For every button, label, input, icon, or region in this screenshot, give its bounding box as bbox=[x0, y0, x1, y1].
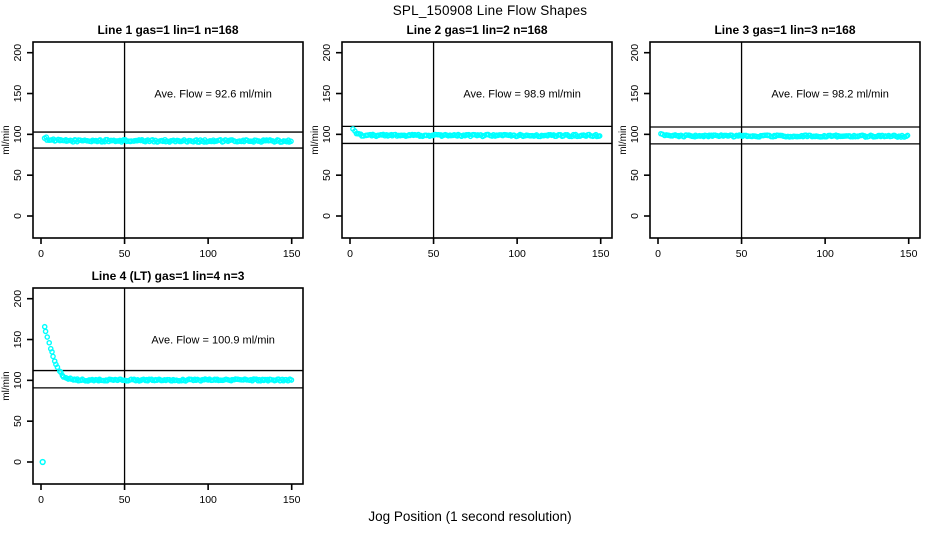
y-tick-label: 0 bbox=[629, 213, 641, 219]
x-tick-label: 50 bbox=[736, 248, 748, 260]
x-tick-label: 100 bbox=[816, 248, 834, 260]
x-tick-label: 0 bbox=[38, 494, 44, 506]
y-tick-label: 0 bbox=[12, 459, 24, 465]
panel-1-plot: 0 50 100 150 200 0 50 100 150 ml/min Ave. Flow = 9… bbox=[1, 41, 304, 260]
y-tick-label: 150 bbox=[12, 331, 24, 349]
panel-line-2: Line 2 gas=1 lin=2 n=168 0 50 100 150 200 0 50… bbox=[309, 20, 627, 268]
data-point bbox=[44, 334, 51, 340]
panel-4-title: Line 4 (LT) gas=1 lin=4 n=3 bbox=[91, 269, 245, 283]
y-tick-label: 50 bbox=[12, 415, 24, 427]
data-point bbox=[904, 132, 911, 139]
x-tick-label: 150 bbox=[900, 248, 918, 260]
plot-frame bbox=[32, 41, 304, 239]
y-tick-label: 50 bbox=[321, 169, 333, 181]
data-point bbox=[288, 377, 295, 383]
x-tick-label: 150 bbox=[283, 494, 301, 506]
plot-frame bbox=[32, 287, 304, 485]
panel-3-title: Line 3 gas=1 lin=3 n=168 bbox=[714, 23, 856, 37]
data-point bbox=[288, 138, 294, 145]
data-point bbox=[43, 134, 50, 141]
y-tick-label: 100 bbox=[12, 125, 24, 143]
x-tick-label: 50 bbox=[119, 494, 131, 506]
y-tick-label: 200 bbox=[321, 44, 333, 62]
y-tick-label: 150 bbox=[629, 85, 641, 103]
y-tick-label: 150 bbox=[12, 85, 24, 103]
x-axis-label: Jog Position (1 second resolution) bbox=[368, 509, 572, 524]
ave-flow-annotation: Ave. Flow = 98.9 ml/min bbox=[463, 89, 580, 101]
data-point bbox=[54, 364, 61, 371]
panel-4-plot: 0 50 100 150 200 0 50 100 150 ml/min Ave. Flow = 1… bbox=[1, 287, 304, 506]
ave-flow-annotation: Ave. Flow = 100.9 ml/min bbox=[151, 335, 275, 347]
y-tick-label: 100 bbox=[629, 125, 641, 143]
outlier-point bbox=[39, 458, 46, 466]
data-point bbox=[596, 133, 603, 139]
x-tick-label: 150 bbox=[592, 248, 610, 260]
y-tick-label: 200 bbox=[629, 44, 641, 62]
y-tick-label: 100 bbox=[321, 125, 333, 143]
data-point bbox=[432, 131, 439, 138]
x-tick-label: 0 bbox=[347, 248, 353, 260]
panel-2-title: Line 2 gas=1 lin=2 n=168 bbox=[406, 23, 548, 37]
x-tick-label: 100 bbox=[508, 248, 526, 260]
y-axis-title: ml/min bbox=[618, 125, 629, 154]
y-axis-title: ml/min bbox=[310, 125, 321, 154]
data-point bbox=[49, 349, 55, 355]
y-axis-title: ml/min bbox=[1, 371, 12, 400]
panel-line-1: Line 1 gas=1 lin=1 n=168 0 50 100 150 200 0 50… bbox=[0, 20, 318, 268]
data-point bbox=[423, 132, 430, 139]
x-tick-label: 100 bbox=[199, 494, 217, 506]
data-point bbox=[128, 138, 134, 144]
plot-frame bbox=[649, 41, 921, 239]
y-tick-label: 0 bbox=[12, 213, 24, 219]
y-tick-label: 200 bbox=[12, 44, 24, 62]
x-tick-label: 0 bbox=[655, 248, 661, 260]
main-title: SPL_150908 Line Flow Shapes bbox=[392, 3, 588, 18]
y-tick-label: 150 bbox=[321, 85, 333, 103]
y-tick-label: 200 bbox=[12, 290, 24, 308]
x-tick-label: 150 bbox=[283, 248, 301, 260]
data-point bbox=[42, 328, 49, 335]
x-tick-label: 50 bbox=[428, 248, 440, 260]
y-tick-label: 0 bbox=[321, 213, 333, 219]
data-point bbox=[50, 353, 56, 360]
y-tick-label: 50 bbox=[12, 169, 24, 181]
x-tick-label: 100 bbox=[199, 248, 217, 260]
panel-1-title: Line 1 gas=1 lin=1 n=168 bbox=[97, 23, 239, 37]
x-tick-label: 0 bbox=[38, 248, 44, 260]
data-point bbox=[229, 376, 235, 383]
ave-flow-annotation: Ave. Flow = 92.6 ml/min bbox=[154, 89, 271, 101]
panel-2-plot: 0 50 100 150 200 0 50 100 150 ml/min Ave. Flow = 9… bbox=[310, 41, 613, 260]
y-tick-label: 50 bbox=[629, 169, 641, 181]
panel-3-plot: 0 50 100 150 200 0 50 100 150 ml/min Ave. Flow = 9… bbox=[618, 41, 921, 260]
data-point bbox=[46, 339, 53, 346]
ave-flow-annotation: Ave. Flow = 98.2 ml/min bbox=[771, 89, 888, 101]
panel-line-4: Line 4 (LT) gas=1 lin=4 n=3 0 50 100 150 200… bbox=[0, 266, 318, 514]
x-tick-label: 50 bbox=[119, 248, 131, 260]
y-axis-title: ml/min bbox=[1, 125, 12, 154]
panel-line-3: Line 3 gas=1 lin=3 n=168 0 50 100 150 200 0 50… bbox=[617, 20, 935, 268]
data-point bbox=[41, 323, 48, 330]
plot-frame bbox=[341, 41, 613, 239]
data-point bbox=[474, 132, 481, 138]
y-tick-label: 100 bbox=[12, 371, 24, 389]
